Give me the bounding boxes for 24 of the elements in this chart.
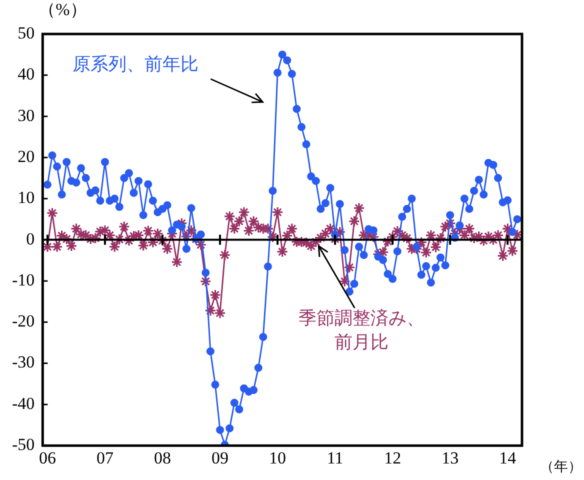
y-tick-label: -40 [12,394,35,413]
x-tick-label: 11 [326,448,344,468]
y-tick-label: 30 [18,106,35,125]
y-tick-label: -30 [12,352,35,372]
y-tick-label: 20 [18,146,35,166]
x-axis-title: （年） [540,458,582,476]
x-tick-label: 09 [212,448,229,468]
x-tick-label: 14 [499,448,517,468]
y-tick-label: -20 [12,312,35,331]
y-tick-label: 0 [26,229,35,248]
x-tick-label: 10 [269,448,286,468]
x-tick-label: 07 [96,448,114,468]
text: 季節調整済み、前月比 [298,307,426,354]
y-tick-label: -50 [12,435,35,454]
x-tick-label: 08 [154,448,171,468]
y-tick-label: 50 [18,23,35,42]
x-tick-label: 06 [38,448,56,468]
x-tick-label: 13 [442,448,459,468]
x-tick-label: 12 [384,448,402,468]
text: 原系列、前年比 [72,53,199,76]
y-tick-label: 10 [18,188,35,208]
y-axis-title: （%） [38,0,87,21]
y-tick-label: 40 [18,64,35,84]
y-tick-label: -10 [12,270,35,290]
